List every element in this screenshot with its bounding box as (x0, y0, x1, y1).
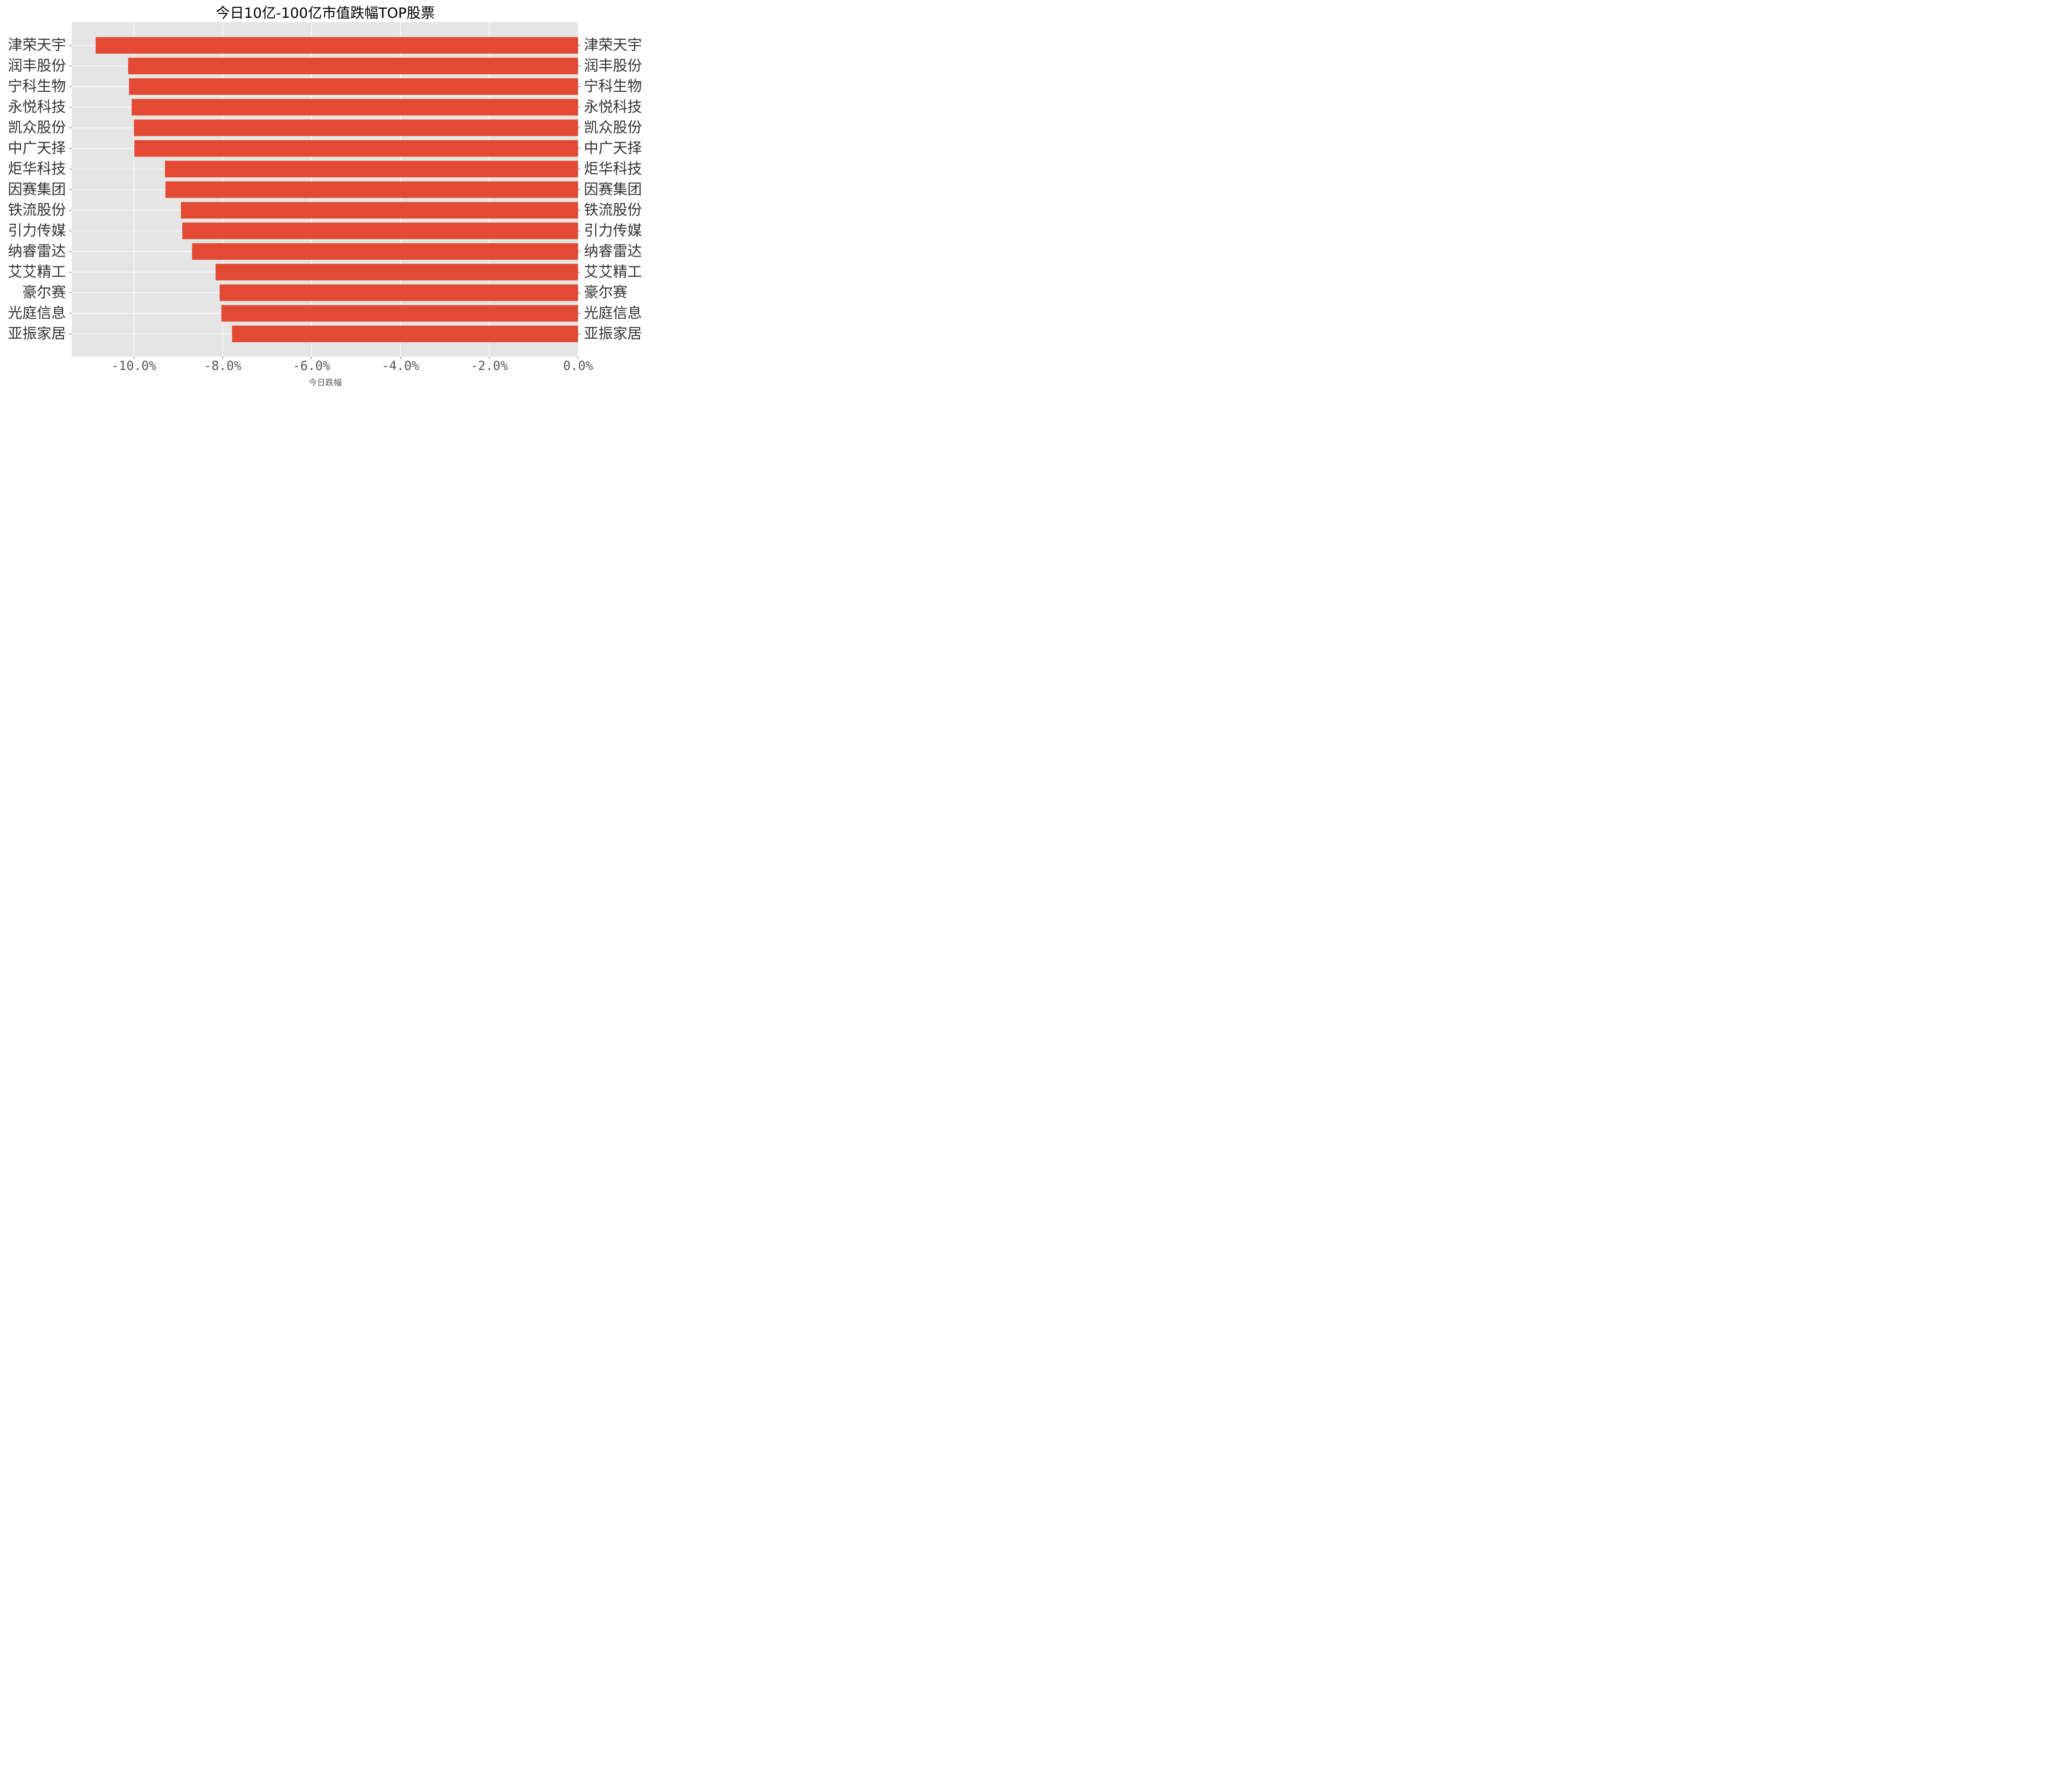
category-label-right-3: 永悦科技 (584, 99, 642, 116)
x-tick-label-4: -2.0% (470, 359, 508, 373)
category-label-right-7: 因赛集团 (584, 181, 642, 198)
x-tick-label-1: -8.0% (204, 359, 241, 373)
bars (95, 37, 579, 342)
category-label-left-2: 宁科生物 (8, 78, 66, 95)
category-label-right-13: 光庭信息 (584, 305, 642, 322)
category-label-right-0: 津荣天宇 (584, 37, 642, 54)
bar-7 (165, 181, 578, 198)
category-label-right-5: 中广天择 (584, 140, 642, 157)
bar-chart: 今日10亿-100亿市值跌幅TOP股票 津荣天宇润丰股份宁科生物永悦科技凯众股份… (8, 5, 642, 387)
x-tick-label-2: -6.0% (293, 359, 330, 373)
bar-0 (95, 37, 578, 54)
category-label-right-10: 纳睿雷达 (584, 243, 642, 260)
right-category-labels: 津荣天宇润丰股份宁科生物永悦科技凯众股份中广天择炬华科技因赛集团铁流股份引力传媒… (578, 37, 642, 342)
category-label-left-4: 凯众股份 (8, 120, 66, 136)
category-label-left-14: 亚振家居 (8, 326, 66, 342)
category-label-right-9: 引力传媒 (584, 222, 642, 239)
category-label-left-12: 豪尔赛 (22, 285, 66, 301)
bar-9 (182, 222, 578, 239)
category-label-left-9: 引力传媒 (8, 222, 66, 239)
category-label-left-8: 铁流股份 (8, 202, 66, 219)
category-label-left-6: 炬华科技 (8, 161, 66, 177)
category-label-right-4: 凯众股份 (584, 120, 642, 136)
category-label-left-3: 永悦科技 (8, 99, 66, 116)
bar-13 (221, 305, 578, 322)
x-axis-label: 今日跌幅 (309, 377, 342, 387)
category-label-right-12: 豪尔赛 (584, 285, 627, 301)
bar-3 (131, 99, 578, 116)
left-category-labels: 津荣天宇润丰股份宁科生物永悦科技凯众股份中广天择炬华科技因赛集团铁流股份引力传媒… (8, 37, 72, 342)
category-label-right-1: 润丰股份 (584, 58, 642, 74)
bar-8 (181, 202, 579, 219)
bar-10 (192, 243, 578, 260)
category-label-right-8: 铁流股份 (584, 202, 642, 219)
category-label-right-14: 亚振家居 (584, 326, 642, 342)
bar-2 (129, 78, 579, 95)
category-label-right-11: 艾艾精工 (584, 264, 642, 280)
category-label-left-10: 纳睿雷达 (8, 243, 66, 260)
category-label-right-2: 宁科生物 (584, 78, 642, 95)
bar-12 (219, 284, 578, 301)
category-label-left-11: 艾艾精工 (8, 264, 66, 280)
bar-6 (165, 161, 579, 177)
bar-5 (134, 140, 579, 157)
category-label-left-5: 中广天择 (8, 140, 66, 157)
x-tick-label-3: -4.0% (382, 359, 419, 373)
x-axis-ticks: -10.0% -8.0% -6.0% -4.0% -2.0% 0.0% (111, 357, 593, 373)
bar-4 (134, 119, 578, 136)
bar-11 (215, 264, 578, 280)
x-tick-label-5: 0.0% (563, 359, 593, 373)
category-label-left-1: 润丰股份 (8, 58, 66, 74)
category-label-left-0: 津荣天宇 (8, 37, 66, 54)
bar-14 (232, 326, 578, 342)
chart-title: 今日10亿-100亿市值跌幅TOP股票 (216, 5, 435, 22)
category-label-left-13: 光庭信息 (8, 305, 66, 322)
bar-1 (128, 58, 578, 75)
x-tick-label-0: -10.0% (111, 359, 156, 373)
category-label-right-6: 炬华科技 (584, 161, 642, 177)
category-label-left-7: 因赛集团 (8, 181, 66, 198)
